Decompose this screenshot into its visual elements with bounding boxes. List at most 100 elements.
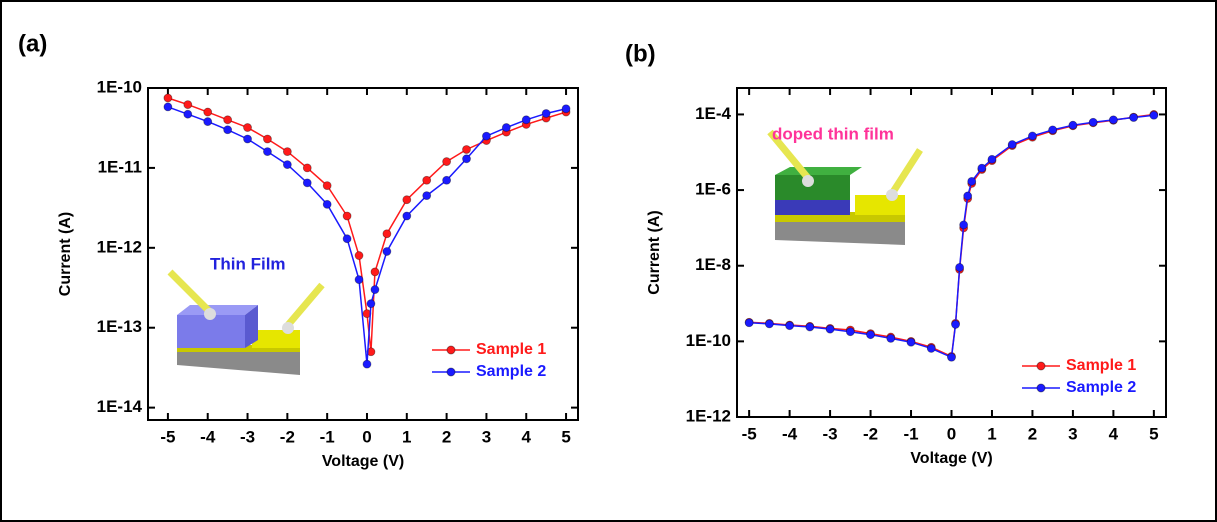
- x-tick-label: -4: [782, 424, 798, 443]
- data-point: [366, 299, 376, 309]
- data-point: [302, 163, 312, 173]
- data-point: [342, 234, 352, 244]
- legend-label: Sample 1: [1066, 357, 1136, 374]
- data-point: [402, 211, 412, 221]
- data-point: [926, 344, 936, 353]
- data-point: [1028, 131, 1037, 141]
- data-point: [302, 178, 312, 188]
- data-point: [785, 321, 795, 331]
- data-point: [1088, 117, 1098, 127]
- data-point: [243, 123, 252, 132]
- data-point: [163, 93, 173, 103]
- device-inset: [167, 269, 325, 375]
- y-tick-label: 1E-6: [695, 180, 731, 199]
- x-tick-label: 0: [362, 427, 371, 446]
- x-tick-label: 4: [1109, 424, 1119, 443]
- x-tick-label: -3: [240, 427, 255, 446]
- data-point: [183, 109, 193, 119]
- x-tick-label: 0: [947, 424, 956, 443]
- x-tick-label: 5: [1149, 424, 1158, 443]
- legend-label: Sample 1: [476, 341, 546, 358]
- device-inset: [767, 129, 923, 245]
- x-tick-label: -5: [742, 424, 757, 443]
- y-axis-label: Current (A): [57, 212, 74, 296]
- data-point: [354, 275, 364, 285]
- legend-marker: [1036, 383, 1046, 393]
- data-point: [977, 163, 987, 173]
- data-point: [906, 337, 916, 347]
- x-axis-label: Voltage (V): [910, 450, 992, 467]
- data-point: [223, 115, 233, 125]
- data-point: [354, 251, 364, 260]
- data-point: [203, 117, 213, 126]
- data-point: [1149, 110, 1159, 120]
- data-point: [521, 115, 531, 125]
- x-tick-label: -1: [320, 427, 335, 446]
- x-tick-label: 4: [522, 427, 532, 446]
- y-tick-label: 1E-10: [97, 77, 142, 96]
- data-point: [422, 175, 432, 185]
- data-point: [955, 263, 964, 272]
- data-point: [886, 333, 896, 343]
- annotation: doped thin film: [772, 124, 894, 143]
- data-point: [442, 157, 452, 166]
- legend-marker: [446, 345, 456, 355]
- data-point: [282, 160, 292, 169]
- data-point: [422, 191, 432, 201]
- data-point: [805, 322, 815, 332]
- x-tick-label: 2: [1028, 424, 1037, 443]
- data-point: [370, 285, 380, 294]
- data-point: [951, 320, 960, 329]
- y-tick-label: 1E-14: [97, 397, 143, 416]
- data-point: [322, 181, 332, 191]
- legend-marker: [1036, 361, 1046, 371]
- y-tick-label: 1E-12: [97, 237, 142, 256]
- x-tick-label: 5: [561, 427, 570, 446]
- x-tick-label: 1: [987, 424, 996, 443]
- x-tick-label: 3: [1068, 424, 1077, 443]
- data-point: [342, 211, 352, 221]
- x-tick-label: -1: [903, 424, 918, 443]
- data-point: [987, 154, 997, 164]
- data-point: [501, 123, 511, 132]
- legend-label: Sample 2: [476, 363, 546, 380]
- plot-frame: [147, 87, 579, 421]
- x-tick-label: -3: [823, 424, 838, 443]
- data-point: [1007, 140, 1017, 149]
- panel-label: (b): [625, 40, 656, 67]
- y-tick-label: 1E-12: [686, 406, 731, 425]
- data-point: [382, 229, 392, 239]
- data-point: [482, 131, 491, 141]
- data-point: [370, 267, 380, 277]
- annotation: Thin Film: [210, 254, 286, 273]
- data-point: [282, 147, 292, 156]
- data-point: [322, 199, 332, 209]
- data-point: [366, 347, 376, 357]
- data-point: [402, 195, 412, 205]
- data-point: [223, 125, 233, 135]
- x-tick-label: 1: [402, 427, 411, 446]
- data-point: [183, 100, 193, 109]
- y-tick-label: 1E-4: [695, 104, 731, 123]
- x-tick-label: -5: [160, 427, 175, 446]
- data-point: [203, 107, 213, 117]
- data-point: [959, 220, 969, 230]
- data-point: [1129, 113, 1139, 122]
- data-point: [362, 359, 372, 369]
- data-point: [243, 134, 252, 144]
- y-tick-label: 1E-13: [97, 317, 142, 336]
- data-point: [541, 109, 551, 118]
- x-tick-label: 2: [442, 427, 451, 446]
- y-tick-label: 1E-8: [695, 255, 731, 274]
- x-tick-label: -2: [280, 427, 295, 446]
- legend-marker: [446, 367, 456, 377]
- data-point: [382, 247, 392, 256]
- data-point: [1048, 125, 1058, 135]
- data-point: [963, 191, 973, 201]
- x-tick-label: -2: [863, 424, 878, 443]
- data-point: [442, 175, 452, 185]
- data-point: [263, 147, 272, 156]
- data-point: [744, 318, 754, 328]
